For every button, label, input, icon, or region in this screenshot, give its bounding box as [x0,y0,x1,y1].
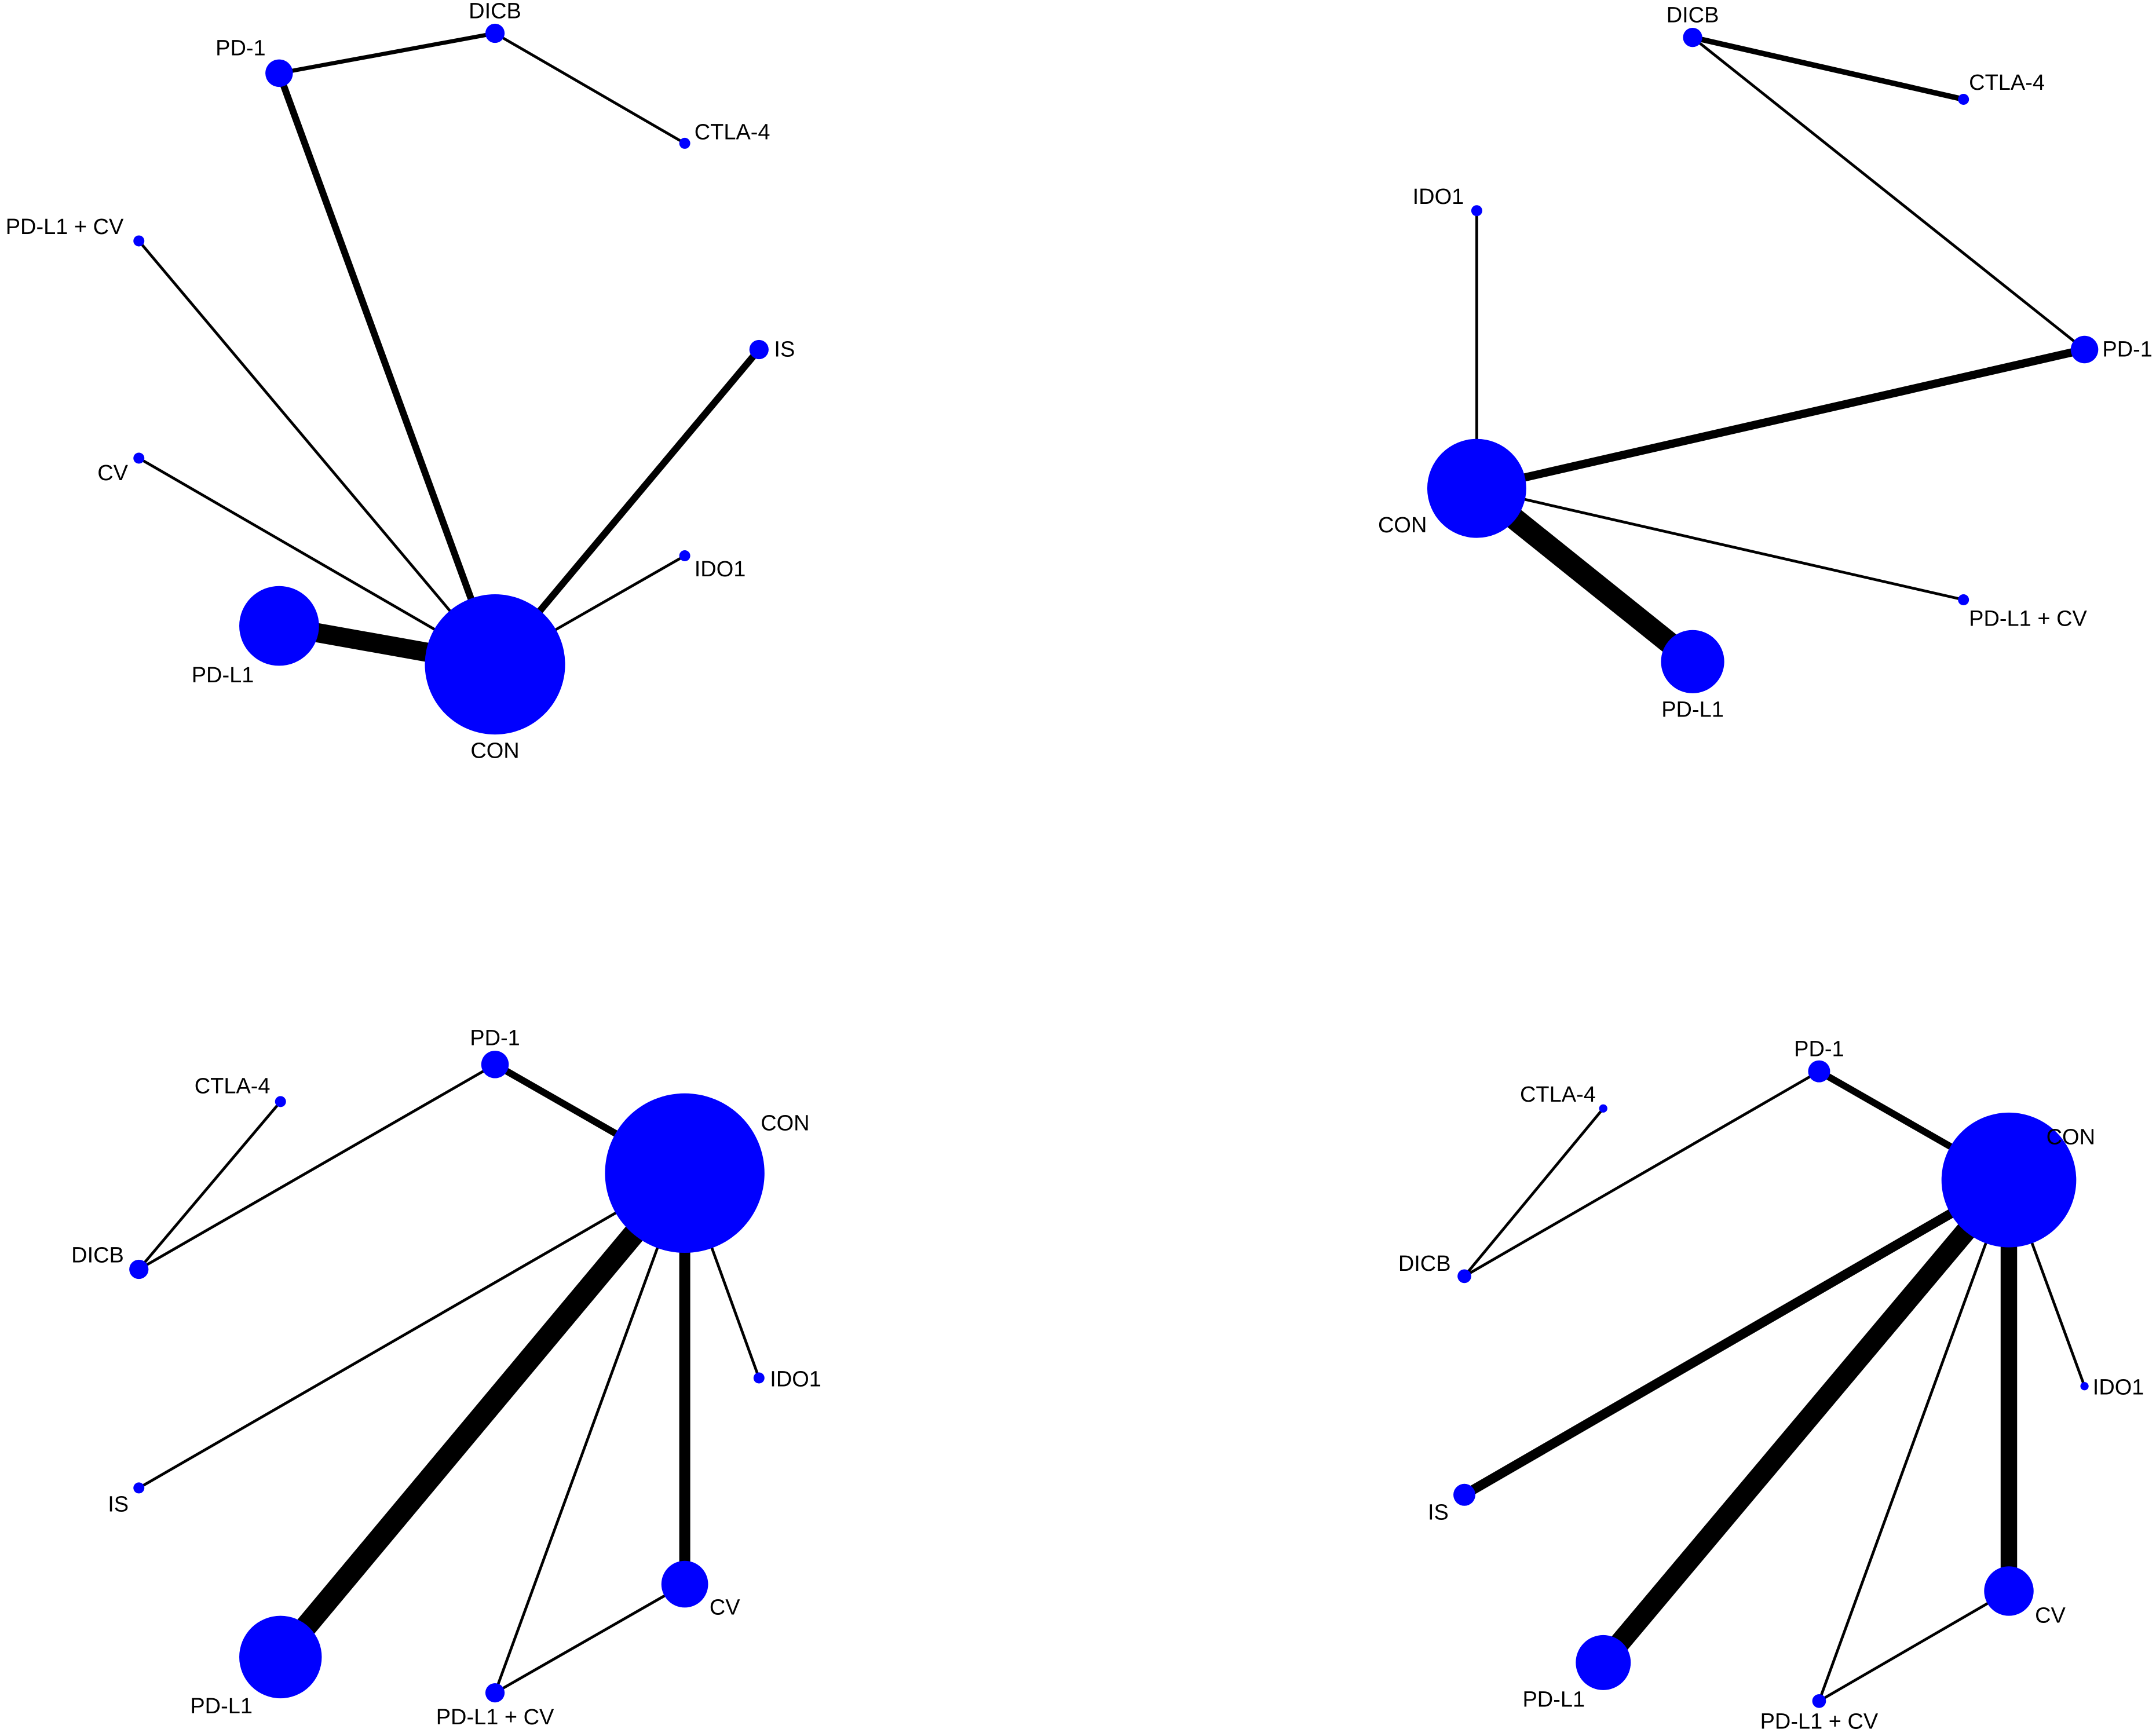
node-dicb [1683,28,1702,47]
node-label-pd-l1: PD-L1 [192,663,254,688]
node-is [1453,1483,1476,1506]
node-label-is: IS [1428,1501,1449,1525]
node-dicb [485,23,505,43]
node-ctla-4 [275,1096,286,1107]
node-label-dicb: DICB [469,0,521,23]
node-con [1941,1112,2077,1248]
node-label-ctla-4: CTLA-4 [195,1074,271,1099]
node-ctla-4 [1599,1104,1607,1113]
node-pd-l1-cv [1812,1694,1826,1708]
node-label-dicb: DICB [71,1244,124,1268]
node-label-is: IS [108,1492,129,1516]
edge-ctla-4-dicb [137,1101,282,1271]
node-con [1427,438,1526,538]
node-cv [133,452,145,464]
node-label-ido1: IDO1 [2093,1376,2144,1400]
node-label-ctla-4: CTLA-4 [695,120,770,144]
edge-con-is [138,1172,686,1489]
node-label-pd-l1: PD-L1 [190,1694,253,1719]
node-label-pd-1: PD-1 [470,1026,520,1051]
node-pd-1 [2070,335,2099,364]
edge-cv-pd-l1-cv [1818,1589,2010,1702]
node-con [425,594,565,735]
node-pd-1 [481,1051,509,1078]
node-ctla-4 [679,137,690,149]
node-pd-l1 [1576,1635,1631,1690]
node-ctla-4 [1958,93,1969,105]
node-pd-l1 [239,586,319,666]
node-label-pd-l1: PD-L1 [1661,697,1724,722]
network-panel-4: PD-1 CTLA-4 CON DICB IDO1 IS CV PD-L1 PD-L1 + CV [1398,1037,2144,1733]
node-label-ctla-4: CTLA-4 [1969,71,2045,95]
node-label-pd-l1-cv: PD-L1 + CV [436,1705,554,1730]
node-label-pd-l1: PD-L1 [1522,1687,1585,1712]
node-label-pd-l1-cv: PD-L1 + CV [1760,1709,1879,1733]
node-label-con: CON [1378,513,1427,538]
network-panel-2: DICB CTLA-4 IDO1 PD-1 CON PD-L1 + CV PD-L1 [1378,3,2153,722]
node-label-con: CON [761,1112,809,1136]
node-dicb [1457,1269,1471,1284]
node-pd-l1-cv [1958,594,1969,605]
node-con [605,1093,765,1253]
node-is [133,1482,145,1494]
node-label-ido1: IDO1 [770,1367,821,1391]
edge-con-pd-l1 [272,1166,693,1665]
node-label-pd-l1-cv: PD-L1 + CV [6,215,124,239]
node-label-pd-1: PD-1 [2102,337,2153,361]
edge-dicb-ctla-4 [494,32,686,145]
edge-con-pd-l1-cv [1476,487,1964,601]
node-pd-1 [265,59,293,87]
node-cv [661,1560,708,1608]
network-panel-1: PD-1 DICB CTLA-4 PD-L1 + CV IS CV IDO1 PD-L1 CON [6,0,795,763]
node-dicb [129,1259,149,1279]
node-ido1 [679,550,690,562]
node-label-cv: CV [710,1595,740,1619]
edge-con-is [1461,1176,2012,1499]
edge-dicb-pd-1 [1463,1070,1820,1278]
node-pd-l1 [239,1615,322,1699]
node-pd-l1-cv [485,1683,505,1703]
edge-con-pd-l1 [1595,1173,2017,1669]
network-panel-3: PD-1 CTLA-4 CON DICB IDO1 IS CV PD-L1 PD-L1 + CV [71,1026,821,1730]
edge-cv-pd-l1-cv [494,1583,686,1694]
node-label-con: CON [2047,1125,2095,1149]
node-is [749,339,769,360]
node-cv [1984,1566,2034,1616]
edge-con-pd-l1-cv [1818,1179,2011,1702]
node-label-pd-l1-cv: PD-L1 + CV [1969,607,2087,631]
node-label-cv: CV [2035,1604,2066,1628]
edge-dicb-pd-1 [138,1063,496,1271]
edge-dicb-pd-1 [1691,36,2086,351]
node-label-con: CON [470,738,519,763]
edge-pd-l1-cv-con [137,240,496,666]
node-label-pd-1: PD-1 [215,36,266,61]
node-pd-1 [1808,1060,1830,1083]
node-pd-l1 [1661,630,1724,693]
node-label-dicb: DICB [1667,3,1719,28]
node-label-pd-1: PD-1 [1794,1037,1844,1062]
node-ido1 [1471,205,1482,217]
node-label-ctla-4: CTLA-4 [1520,1083,1596,1107]
node-ido1 [2080,1382,2089,1391]
edge-dicb-ctla-4 [1691,35,1964,103]
node-label-dicb: DICB [1398,1252,1451,1276]
edge-ctla-4-dicb [1463,1107,1605,1277]
edge-pd-1-con [276,72,499,666]
node-label-ido1: IDO1 [695,557,746,582]
node-label-ido1: IDO1 [1413,185,1464,209]
edge-pd-1-dicb [279,31,496,75]
edge-con-pd-l1-cv [494,1172,686,1694]
node-label-is: IS [774,337,795,361]
edge-pd-1-con [1475,345,2086,493]
node-pd-l1-cv [133,235,145,247]
node-ido1 [753,1372,765,1384]
node-label-cv: CV [97,461,128,485]
